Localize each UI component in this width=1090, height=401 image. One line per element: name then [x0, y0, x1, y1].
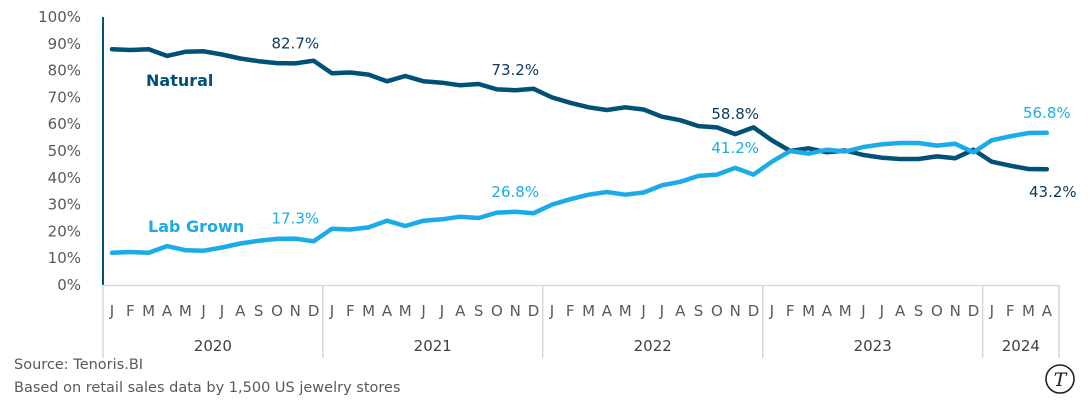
x-month-label: J [420, 302, 425, 320]
x-month-label: J [860, 302, 865, 320]
y-tick-label: 10% [48, 249, 81, 267]
x-month-label: J [200, 302, 205, 320]
x-month-label: F [346, 302, 355, 320]
x-month-label: O [931, 302, 943, 320]
x-month-label: J [109, 302, 114, 320]
data-label-lab-grown: 17.3% [271, 210, 319, 228]
series-line-natural [109, 46, 1050, 172]
y-tick-label: 100% [38, 8, 81, 26]
x-month-label: M [839, 302, 852, 320]
data-label-lab-grown: 56.8% [1023, 104, 1071, 122]
x-month-label: M [362, 302, 375, 320]
data-labels: 82.7% 73.2% 58.8% 43.2% 17.3% 26.8% 41.2% 56.8% [271, 34, 1076, 227]
y-tick-label: 0% [57, 276, 81, 294]
x-month-label: J [989, 302, 994, 320]
x-year-label: 2023 [854, 337, 892, 355]
x-month-label: A [822, 302, 833, 320]
y-tick-label: 20% [48, 222, 81, 240]
x-month-label: A [235, 302, 246, 320]
x-month-label: S [694, 302, 704, 320]
x-month-label: N [510, 302, 521, 320]
y-tick-label: 40% [48, 169, 81, 187]
x-month-label: A [455, 302, 466, 320]
y-axis: 0% 10% 20% 30% 40% 50% 60% 70% 80% 90% 100% [38, 8, 104, 294]
x-month-label: M [802, 302, 815, 320]
x-month-label: A [675, 302, 686, 320]
series-line-lab-grown [109, 130, 1050, 256]
x-month-label: D [968, 302, 980, 320]
data-label-natural: 82.7% [271, 34, 319, 52]
x-month-label: J [640, 302, 645, 320]
y-tick-label: 80% [48, 62, 81, 80]
x-month-label: N [290, 302, 301, 320]
x-month-label: J [549, 302, 554, 320]
y-tick-label: 90% [48, 35, 81, 53]
x-month-label: J [659, 302, 664, 320]
x-month-label: M [1022, 302, 1035, 320]
data-label-natural: 73.2% [491, 61, 539, 79]
x-month-label: D [528, 302, 540, 320]
x-year-label: 2024 [1002, 337, 1040, 355]
x-month-label: J [769, 302, 774, 320]
x-month-label: A [895, 302, 906, 320]
x-month-label: F [786, 302, 795, 320]
x-month-label: A [162, 302, 173, 320]
source-note: Source: Tenoris.BI [14, 357, 144, 373]
x-month-label: D [748, 302, 760, 320]
x-month-label: A [602, 302, 613, 320]
data-label-lab-grown: 26.8% [491, 183, 539, 201]
x-month-label: F [126, 302, 135, 320]
tenoris-logo: T [1045, 364, 1075, 394]
series-lines [109, 46, 1050, 256]
x-month-label: O [271, 302, 283, 320]
series-label-lab-grown: Lab Grown [148, 217, 244, 236]
x-month-label: N [950, 302, 961, 320]
x-month-label: A [1042, 302, 1053, 320]
x-month-label: O [711, 302, 723, 320]
x-month-label: S [914, 302, 924, 320]
data-label-natural: 58.8% [711, 105, 759, 123]
x-month-label: M [619, 302, 632, 320]
logo-circle-icon [1045, 364, 1075, 394]
data-note: Based on retail sales data by 1,500 US j… [14, 380, 401, 396]
x-month-label: J [329, 302, 334, 320]
x-month-label: F [1006, 302, 1015, 320]
x-month-label: M [582, 302, 595, 320]
x-month-label: N [730, 302, 741, 320]
logo-glyph: T [1054, 369, 1068, 391]
x-month-label: M [179, 302, 192, 320]
series-label-natural: Natural [146, 71, 213, 90]
x-year-label: 2020 [194, 337, 232, 355]
y-tick-label: 70% [48, 88, 81, 106]
data-label-natural: 43.2% [1029, 183, 1077, 201]
x-month-label: A [382, 302, 393, 320]
y-tick-label: 50% [48, 142, 81, 160]
x-year-label: 2022 [634, 337, 672, 355]
y-tick-label: 30% [48, 196, 81, 214]
x-month-label: J [439, 302, 444, 320]
x-month-label: F [566, 302, 575, 320]
x-month-label: S [474, 302, 484, 320]
data-label-lab-grown: 41.2% [711, 139, 759, 157]
x-month-label: M [142, 302, 155, 320]
x-month-label: J [879, 302, 884, 320]
x-month-label: M [399, 302, 412, 320]
y-tick-label: 60% [48, 115, 81, 133]
x-month-label: J [219, 302, 224, 320]
x-year-label: 2021 [414, 337, 452, 355]
x-month-label: O [491, 302, 503, 320]
x-month-label: D [308, 302, 320, 320]
x-month-label: S [254, 302, 264, 320]
